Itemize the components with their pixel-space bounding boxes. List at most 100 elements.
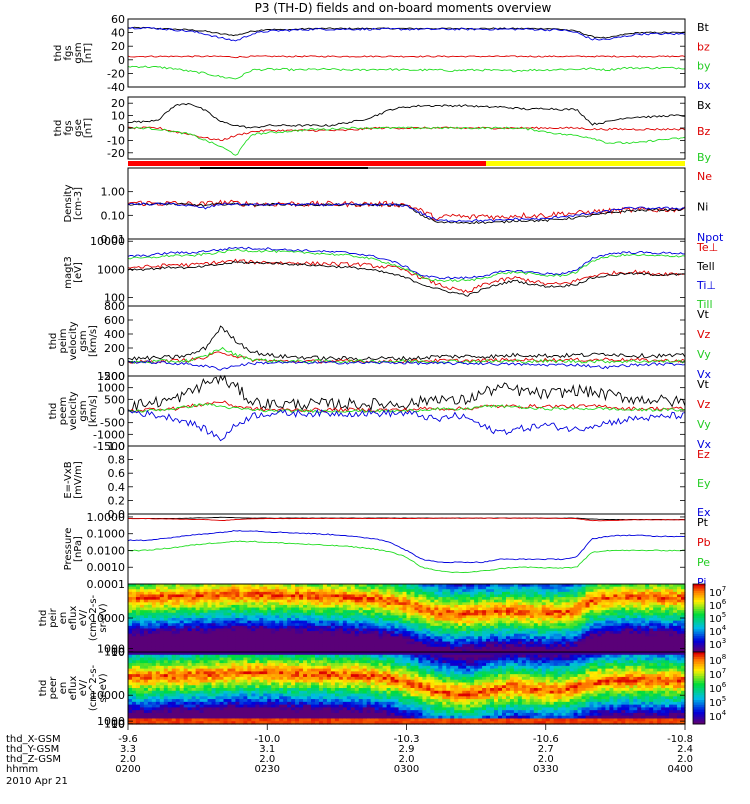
- legend-label: Vt: [697, 308, 710, 321]
- legend-label: Pt: [697, 516, 709, 529]
- y-tick-label: 20: [111, 40, 125, 53]
- y-axis-label-line: [nT]: [83, 118, 94, 138]
- panel-frame: [128, 446, 685, 514]
- y-tick-label: 600: [104, 314, 125, 327]
- y-axis-label-efield: E=-VxB[mV/m]: [63, 461, 84, 499]
- series-line-temperature-1: [128, 262, 685, 297]
- y-tick-label: -10: [107, 134, 125, 147]
- legend-label: Ez: [697, 448, 710, 461]
- y-ticks-density: 1.000.100.01: [101, 186, 686, 246]
- panel-pressure: PtPbPePi1.00000.10000.01000.00100.0001Pr…: [63, 511, 711, 591]
- series-line-peim-velocity-3: [128, 361, 685, 370]
- legend-label: bz: [697, 40, 710, 53]
- spectrogram-cells-peer-spectrogram: [128, 652, 686, 725]
- y-tick-label: 0: [118, 122, 125, 135]
- y-tick-label: -20: [107, 147, 125, 160]
- legend-label: By: [697, 151, 712, 164]
- legend-label: Vz: [697, 398, 711, 411]
- y-axis-label-line: [nPa]: [73, 536, 84, 562]
- legend-label: by: [697, 60, 711, 73]
- y-tick-label: 0.6: [108, 467, 126, 480]
- series-line-fgs-gsm-3: [128, 27, 685, 41]
- y-tick-label: 1.00: [101, 186, 126, 199]
- legend-label: Bx: [697, 99, 712, 112]
- y-tick-label: 40: [111, 27, 125, 40]
- y-axis-label-line: [cm-3]: [73, 187, 84, 220]
- y-axis-label-line: sr-eV): [98, 603, 109, 632]
- y-tick-label: 200: [104, 342, 125, 355]
- legend-label: Te⊥: [696, 241, 718, 254]
- y-axis-label-pressure: Pressure[nPa]: [63, 528, 84, 571]
- y-axis-label-density: Density[cm-3]: [63, 184, 84, 222]
- y-tick-label: 0.0001: [87, 578, 126, 591]
- y-ticks-efield: 1.00.80.60.40.20.0: [108, 440, 686, 521]
- y-tick-label: 0.0100: [87, 544, 126, 557]
- panel-frame: [128, 239, 685, 306]
- series-line-fgs-dsl-0: [128, 104, 685, 129]
- y-tick-label: 400: [104, 328, 125, 341]
- series-line-density-0: [128, 200, 685, 220]
- y-axis-label-temperature: magt3[eV]: [63, 256, 84, 289]
- colorbar-label: 103: [709, 637, 726, 651]
- y-axis-label-line: [eV]: [73, 262, 84, 283]
- y-tick-label: 1.0: [108, 440, 126, 453]
- y-tick-label: 1000: [97, 263, 125, 276]
- series-line-peem-velocity-3: [128, 410, 685, 441]
- series-line-fgs-dsl-2: [128, 127, 685, 155]
- y-tick-label: 0: [118, 356, 125, 369]
- legend-label: Ti⊥: [696, 279, 716, 292]
- series-line-fgs-dsl-1: [128, 127, 685, 141]
- y-tick-label: 0.1000: [87, 528, 126, 541]
- y-tick-label: 0.8: [108, 454, 126, 467]
- y-axis-label-line: [mV/m]: [73, 461, 84, 499]
- y-tick-label: 1.0000: [87, 511, 126, 524]
- series-line-fgs-gsm-1: [128, 56, 685, 58]
- y-tick-label: 60: [111, 13, 125, 26]
- y-tick-label: 0.4: [108, 481, 126, 494]
- colorbar-label: 104: [709, 624, 727, 638]
- y-tick-label: 0.10: [101, 209, 126, 222]
- legend-label: Tell: [696, 260, 715, 273]
- panel-frame: [128, 514, 685, 584]
- legend-label: Pb: [697, 536, 711, 549]
- legend-label: Ni: [697, 201, 708, 214]
- figure-title: P3 (TH-D) fields and on-board moments ov…: [255, 1, 552, 15]
- y-tick-label: -20: [107, 67, 125, 80]
- series-line-peim-velocity-0: [128, 326, 685, 361]
- legend-label: Ey: [697, 477, 711, 490]
- y-tick-label: 10: [111, 110, 125, 123]
- colorbar-label: 105: [709, 611, 726, 625]
- legend-label: Ne: [697, 170, 712, 183]
- legend-label: Pe: [697, 556, 710, 569]
- y-tick-label: 0.2: [108, 494, 126, 507]
- legend-label: bx: [697, 79, 711, 92]
- y-axis-label-line: [nT]: [83, 43, 94, 63]
- series-line-peem-velocity-0: [128, 376, 685, 411]
